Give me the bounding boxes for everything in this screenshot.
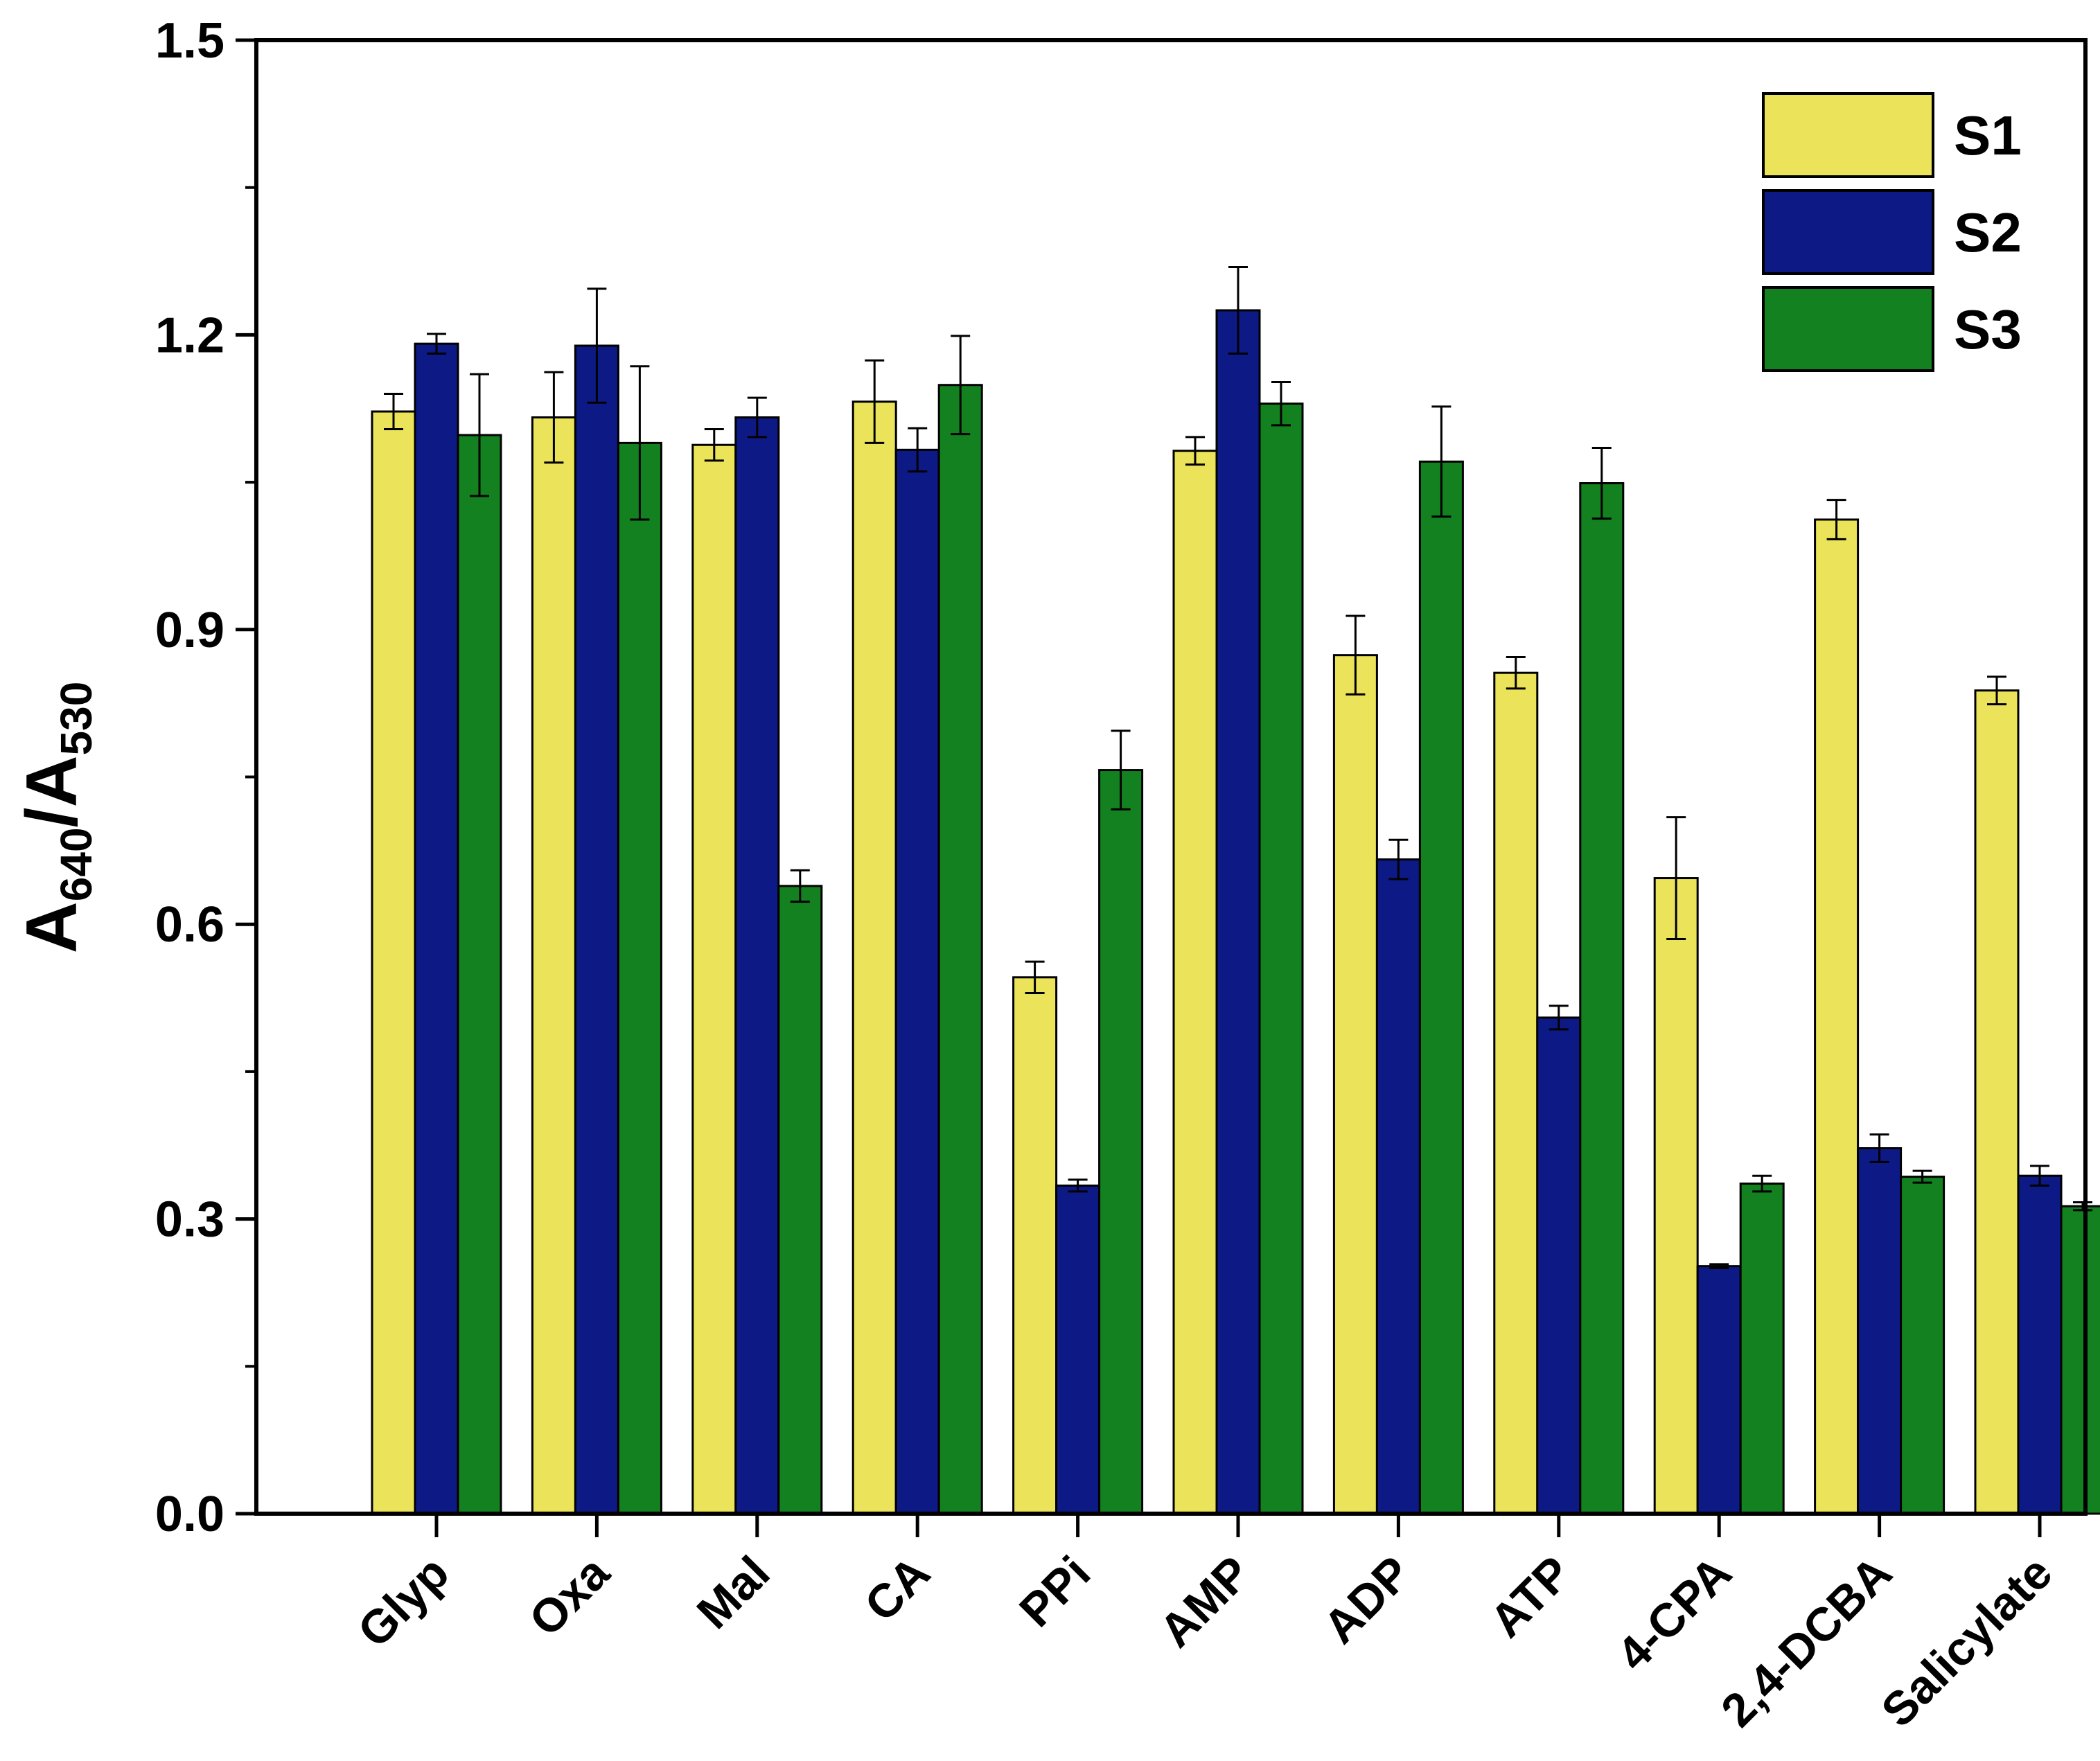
error-bar-s3-9 <box>1912 1169 1932 1184</box>
bar-s2-6 <box>1375 858 1421 1515</box>
error-bar-s1-6 <box>1345 614 1366 696</box>
error-bar-s2-9 <box>1869 1133 1889 1163</box>
bar-s1-0 <box>371 410 416 1515</box>
y-tick-label-0: 0.0 <box>155 1487 224 1542</box>
legend-label-s3: S3 <box>1954 299 2022 360</box>
bar-s2-7 <box>1536 1016 1582 1515</box>
bar-s2-3 <box>894 448 940 1515</box>
y-tick-label-2: 0.6 <box>155 897 224 953</box>
error-bar-s2-4 <box>1068 1178 1088 1193</box>
error-bar-s2-10 <box>2030 1165 2049 1187</box>
error-bar-s2-1 <box>587 287 607 404</box>
bar-s1-6 <box>1332 654 1378 1515</box>
bar-s1-4 <box>1012 976 1058 1515</box>
x-tick-label-10: Salicylate <box>1871 1546 2063 1737</box>
error-bar-s1-0 <box>384 392 403 431</box>
bar-s2-10 <box>2017 1174 2063 1515</box>
legend-label-s2: S2 <box>1954 202 2022 263</box>
x-tick-label-5: AMP <box>1149 1546 1261 1658</box>
error-bar-s3-4 <box>1111 729 1131 811</box>
y-tick-label-3: 0.9 <box>155 603 224 658</box>
bar-s3-3 <box>937 384 983 1515</box>
bar-s2-0 <box>414 342 459 1515</box>
bar-s2-4 <box>1055 1184 1101 1515</box>
error-bar-s3-2 <box>790 869 810 903</box>
bar-s1-10 <box>1974 689 2020 1515</box>
x-tick-label-0: Glyp <box>348 1546 459 1658</box>
error-bar-s1-2 <box>704 428 724 462</box>
bar-s3-4 <box>1098 769 1144 1515</box>
bar-s1-5 <box>1172 450 1218 1515</box>
bar-s3-7 <box>1579 482 1625 1515</box>
x-tick-label-6: ADP <box>1314 1546 1421 1654</box>
error-bar-s3-6 <box>1431 405 1452 518</box>
error-bar-s2-7 <box>1548 1005 1569 1031</box>
error-bar-s2-0 <box>427 333 446 355</box>
error-bar-s3-0 <box>470 373 489 497</box>
y-tick-label-5: 1.5 <box>155 13 224 69</box>
bar-s3-10 <box>2060 1205 2100 1515</box>
bar-s3-8 <box>1739 1183 1785 1515</box>
bar-s3-0 <box>457 434 502 1515</box>
error-bar-s2-6 <box>1388 838 1409 880</box>
error-bars-layer <box>384 266 2092 1269</box>
error-bar-s1-5 <box>1185 436 1205 466</box>
error-bar-s1-3 <box>865 359 885 444</box>
x-tick-label-7: ATP <box>1480 1546 1581 1647</box>
legend-label-s1: S1 <box>1954 105 2022 166</box>
bar-s2-1 <box>574 344 619 1515</box>
error-bar-s1-10 <box>1987 675 2006 706</box>
bar-s1-9 <box>1814 518 1860 1515</box>
y-tick-label-4: 1.2 <box>155 308 224 363</box>
bar-s3-6 <box>1418 460 1464 1515</box>
bar-s3-9 <box>1900 1176 1945 1515</box>
bar-s3-1 <box>617 441 662 1515</box>
bar-s3-2 <box>777 885 823 1515</box>
error-bar-s1-1 <box>544 371 564 464</box>
bars-layer <box>371 309 2100 1515</box>
bar-s2-8 <box>1696 1265 1742 1515</box>
error-bar-s3-7 <box>1591 446 1612 520</box>
error-bar-s3-5 <box>1271 380 1291 427</box>
error-bar-s1-8 <box>1666 816 1686 940</box>
bar-s1-2 <box>691 443 737 1515</box>
x-tick-label-2: Mal <box>687 1546 780 1639</box>
bar-s2-2 <box>734 416 780 1515</box>
bar-s1-7 <box>1493 671 1539 1515</box>
error-bar-s3-3 <box>951 335 971 436</box>
bar-s2-5 <box>1215 309 1261 1515</box>
y-axis-label: A640/A530 <box>12 682 101 954</box>
error-bar-s3-10 <box>2073 1201 2092 1212</box>
bar-s1-3 <box>852 400 897 1515</box>
error-bar-s1-4 <box>1025 960 1045 994</box>
error-bar-s3-8 <box>1752 1174 1772 1193</box>
legend-swatch-s3 <box>1762 286 1934 372</box>
legend-swatch-s2 <box>1762 189 1934 275</box>
x-tick-label-3: CA <box>855 1546 940 1631</box>
x-tick-label-1: Oxa <box>519 1546 619 1646</box>
bar-s2-9 <box>1857 1147 1903 1515</box>
error-bar-s2-8 <box>1709 1263 1729 1269</box>
bar-s3-5 <box>1258 402 1304 1515</box>
bar-s1-1 <box>531 416 576 1515</box>
error-bar-s1-9 <box>1826 499 1846 540</box>
error-bar-s2-3 <box>908 427 928 473</box>
error-bar-s2-5 <box>1228 266 1248 355</box>
error-bar-s1-7 <box>1506 656 1526 690</box>
error-bar-s3-1 <box>630 365 650 521</box>
legend: S1 S2 S3 <box>1762 92 2022 372</box>
error-bar-s2-2 <box>747 396 767 439</box>
legend-swatch-s1 <box>1762 92 1934 178</box>
x-tick-label-9: 2,4-DCBA <box>1711 1546 1902 1737</box>
x-tick-label-4: PPi <box>1009 1546 1100 1637</box>
x-tick-label-8: 4-CPA <box>1607 1546 1741 1681</box>
bar-s1-8 <box>1653 877 1699 1515</box>
y-tick-label-1: 0.3 <box>155 1192 224 1248</box>
